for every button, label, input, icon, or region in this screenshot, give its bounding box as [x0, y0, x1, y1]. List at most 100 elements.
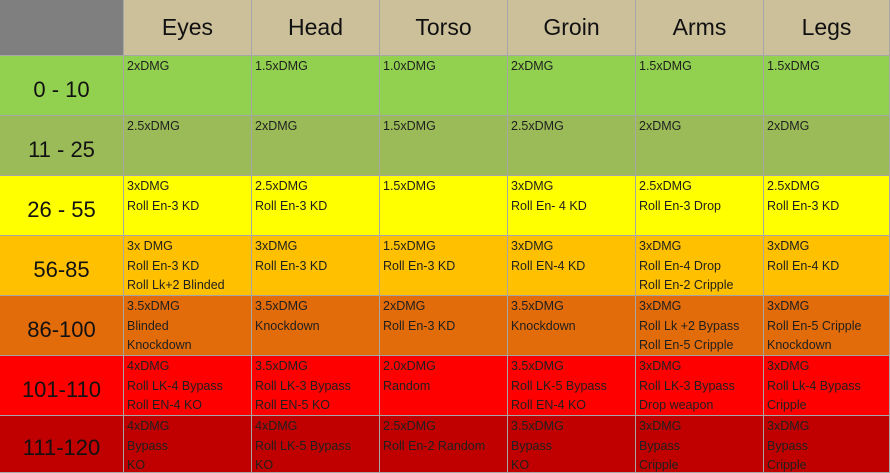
- table-cell-eyes[interactable]: 3x DMG Roll En-3 KD Roll Lk+2 Blinded: [124, 236, 252, 296]
- cell-line: 1.0xDMG: [383, 59, 436, 73]
- table-cell-head[interactable]: 4xDMG Roll LK-5 Bypass KO: [252, 416, 380, 473]
- cell-line: 2.5xDMG: [767, 179, 820, 193]
- table-cell-groin[interactable]: 3.5xDMG Roll LK-5 Bypass Roll EN-4 KO: [508, 356, 636, 416]
- cell-line: Roll En-3 KD: [255, 258, 328, 273]
- table-cell-arms[interactable]: 3xDMG Roll Lk +2 Bypass Roll En-5 Cripple: [636, 296, 764, 356]
- cell-line: Roll En-3 KD: [255, 198, 328, 213]
- table-cell-eyes[interactable]: 3.5xDMG Blinded Knockdown: [124, 296, 252, 356]
- cell-line: Roll EN-4 KO: [127, 398, 203, 412]
- cell-line: 1.5xDMG: [383, 119, 436, 133]
- cell-line: Blinded: [127, 318, 169, 333]
- cell-line: 3xDMG: [255, 239, 298, 253]
- table-cell-torso[interactable]: 2xDMG Roll En-3 KD: [380, 296, 508, 356]
- cell-line: Roll En-4 Drop: [639, 258, 721, 273]
- table-cell-groin[interactable]: 3.5xDMG Bypass KO: [508, 416, 636, 473]
- column-header-head[interactable]: Head: [252, 0, 380, 56]
- column-header-eyes[interactable]: Eyes: [124, 0, 252, 56]
- table-cell-torso[interactable]: 1.5xDMG: [380, 176, 508, 236]
- cell-line: Bypass: [767, 438, 808, 453]
- table-cell-torso[interactable]: 2.5xDMG Roll En-2 Random: [380, 416, 508, 473]
- cell-line: Roll En-2 Cripple: [639, 278, 734, 292]
- table-cell-groin[interactable]: 2xDMG: [508, 56, 636, 116]
- table-cell-legs[interactable]: 2.5xDMG Roll En-3 KD: [764, 176, 890, 236]
- table-cell-groin[interactable]: 3xDMG Roll EN-4 KD: [508, 236, 636, 296]
- table-cell-arms[interactable]: 2xDMG: [636, 116, 764, 176]
- column-header-arms[interactable]: Arms: [636, 0, 764, 56]
- cell-line: 2.5xDMG: [639, 179, 692, 193]
- cell-line: 3xDMG: [127, 179, 170, 193]
- cell-line: Roll LK-3 Bypass: [639, 378, 735, 393]
- corner-cell[interactable]: [0, 0, 124, 56]
- table-cell-legs[interactable]: 3xDMG Roll En-5 Cripple Knockdown: [764, 296, 890, 356]
- cell-line: 2.5xDMG: [511, 119, 564, 133]
- cell-line: Cripple: [639, 458, 679, 472]
- cell-line: 2xDMG: [127, 59, 170, 73]
- cell-line: 3x DMG: [127, 239, 173, 253]
- cell-line: 3xDMG: [767, 419, 810, 433]
- cell-line: Roll En-3 KD: [767, 198, 840, 213]
- row-range-label[interactable]: 111-120: [0, 416, 124, 473]
- cell-line: Bypass: [511, 438, 552, 453]
- cell-line: 3xDMG: [767, 299, 810, 313]
- cell-line: Roll Lk +2 Bypass: [639, 318, 740, 333]
- cell-line: Knockdown: [127, 338, 192, 352]
- column-header-torso[interactable]: Torso: [380, 0, 508, 56]
- table-cell-legs[interactable]: 2xDMG: [764, 116, 890, 176]
- row-range-label[interactable]: 26 - 55: [0, 176, 124, 236]
- table-cell-groin[interactable]: 2.5xDMG: [508, 116, 636, 176]
- cell-line: Roll En-5 Cripple: [639, 338, 734, 352]
- table-cell-head[interactable]: 3.5xDMG Roll LK-3 Bypass Roll EN-5 KO: [252, 356, 380, 416]
- table-cell-eyes[interactable]: 4xDMG Bypass KO: [124, 416, 252, 473]
- cell-line: 3xDMG: [767, 239, 810, 253]
- table-cell-groin[interactable]: 3.5xDMG Knockdown: [508, 296, 636, 356]
- cell-line: 1.5xDMG: [383, 179, 436, 193]
- table-cell-torso[interactable]: 1.5xDMG: [380, 116, 508, 176]
- cell-line: 2.5xDMG: [383, 419, 436, 433]
- table-cell-eyes[interactable]: 3xDMG Roll En-3 KD: [124, 176, 252, 236]
- cell-line: 3xDMG: [639, 299, 682, 313]
- row-range-label[interactable]: 101-110: [0, 356, 124, 416]
- table-cell-arms[interactable]: 2.5xDMG Roll En-3 Drop: [636, 176, 764, 236]
- column-header-legs[interactable]: Legs: [764, 0, 890, 56]
- table-cell-eyes[interactable]: 4xDMG Roll LK-4 Bypass Roll EN-4 KO: [124, 356, 252, 416]
- cell-line: Roll LK-5 Bypass: [511, 378, 607, 393]
- column-header-groin[interactable]: Groin: [508, 0, 636, 56]
- cell-line: Roll En-2 Random: [383, 438, 486, 453]
- table-cell-arms[interactable]: 1.5xDMG: [636, 56, 764, 116]
- cell-line: 2xDMG: [383, 299, 426, 313]
- table-cell-head[interactable]: 1.5xDMG: [252, 56, 380, 116]
- table-cell-arms[interactable]: 3xDMG Roll En-4 Drop Roll En-2 Cripple: [636, 236, 764, 296]
- table-cell-torso[interactable]: 2.0xDMG Random: [380, 356, 508, 416]
- table-cell-legs[interactable]: 1.5xDMG: [764, 56, 890, 116]
- row-range-label[interactable]: 86-100: [0, 296, 124, 356]
- table-cell-eyes[interactable]: 2xDMG: [124, 56, 252, 116]
- table-cell-groin[interactable]: 3xDMG Roll En- 4 KD: [508, 176, 636, 236]
- table-cell-arms[interactable]: 3xDMG Bypass Cripple: [636, 416, 764, 473]
- cell-line: 1.5xDMG: [639, 59, 692, 73]
- cell-line: 3xDMG: [511, 179, 554, 193]
- table-cell-head[interactable]: 2.5xDMG Roll En-3 KD: [252, 176, 380, 236]
- cell-line: Knockdown: [255, 318, 320, 333]
- table-cell-legs[interactable]: 3xDMG Bypass Cripple: [764, 416, 890, 473]
- table-cell-eyes[interactable]: 2.5xDMG: [124, 116, 252, 176]
- table-cell-legs[interactable]: 3xDMG Roll Lk-4 Bypass Cripple: [764, 356, 890, 416]
- row-range-label[interactable]: 0 - 10: [0, 56, 124, 116]
- table-cell-legs[interactable]: 3xDMG Roll En-4 KD: [764, 236, 890, 296]
- table-cell-head[interactable]: 3.5xDMG Knockdown: [252, 296, 380, 356]
- cell-line: Roll EN-5 KO: [255, 398, 331, 412]
- table-cell-arms[interactable]: 3xDMG Roll LK-3 Bypass Drop weapon: [636, 356, 764, 416]
- row-range-label[interactable]: 56-85: [0, 236, 124, 296]
- cell-line: KO: [511, 458, 530, 472]
- table-cell-head[interactable]: 2xDMG: [252, 116, 380, 176]
- cell-line: Roll En-3 KD: [383, 258, 456, 273]
- cell-line: Roll En-3 KD: [383, 318, 456, 333]
- table-cell-head[interactable]: 3xDMG Roll En-3 KD: [252, 236, 380, 296]
- table-cell-torso[interactable]: 1.5xDMG Roll En-3 KD: [380, 236, 508, 296]
- row-range-label[interactable]: 11 - 25: [0, 116, 124, 176]
- cell-line: KO: [127, 458, 146, 472]
- cell-line: Roll LK-3 Bypass: [255, 378, 351, 393]
- cell-line: 1.5xDMG: [255, 59, 308, 73]
- table-cell-torso[interactable]: 1.0xDMG: [380, 56, 508, 116]
- cell-line: 3xDMG: [639, 419, 682, 433]
- cell-line: 3xDMG: [639, 359, 682, 373]
